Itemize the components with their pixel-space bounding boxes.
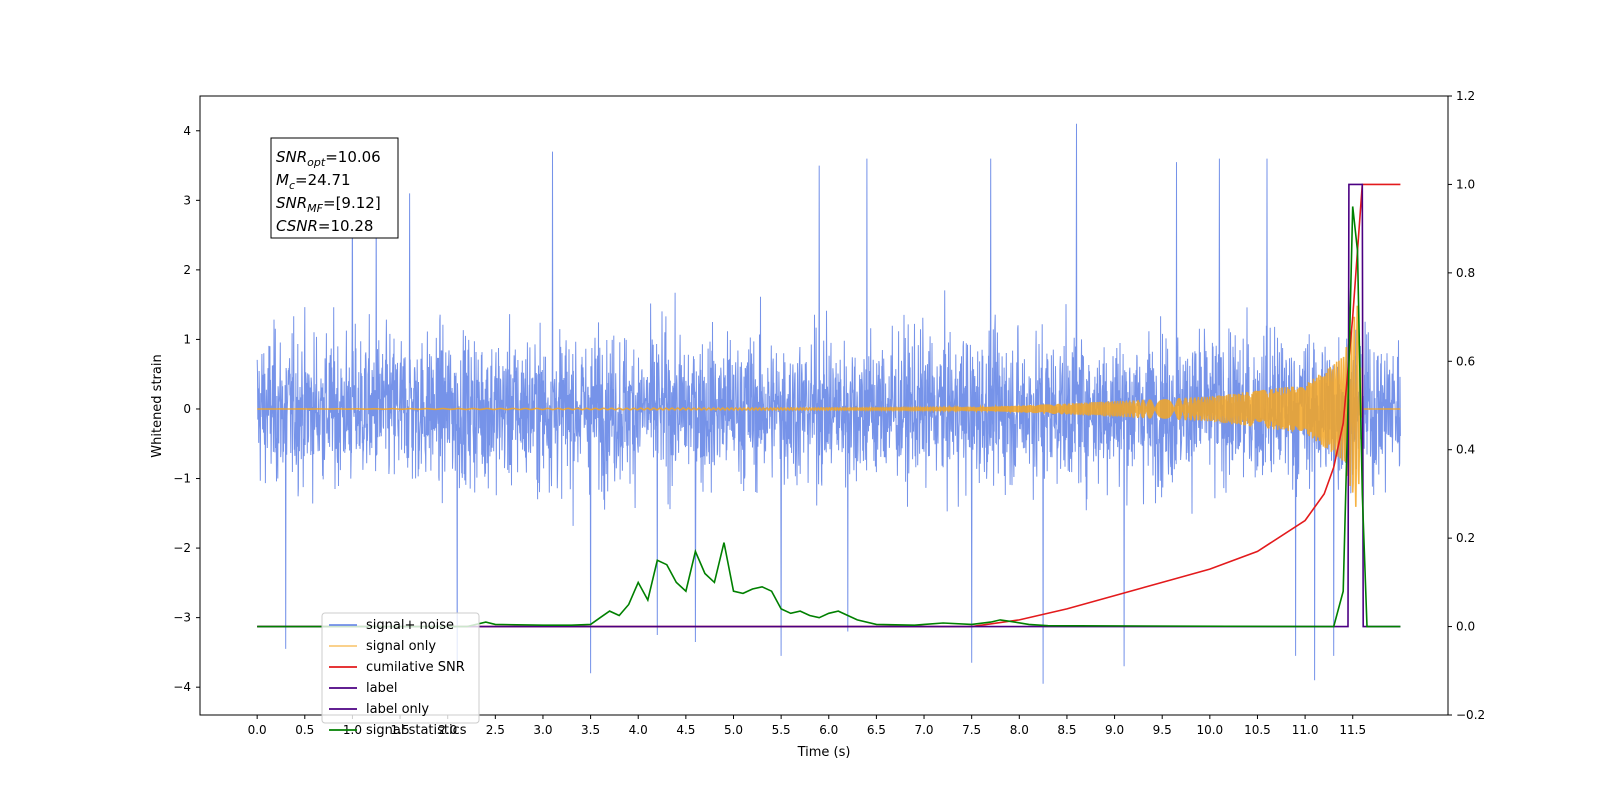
x-tick-label: 9.0 (1105, 723, 1124, 737)
series-line-5 (257, 206, 1401, 628)
y2-tick-label: 0.0 (1456, 620, 1475, 634)
x-tick-label: 7.0 (914, 723, 933, 737)
y-tick-label: −3 (173, 611, 191, 625)
x-tick-label: 3.5 (581, 723, 600, 737)
y-axis: −4 −3 −2 −1 0 1 2 3 4 (173, 124, 200, 694)
series-line-1 (257, 305, 1401, 507)
x-tick-label: 4.0 (629, 723, 648, 737)
x-tick-label: 7.5 (962, 723, 981, 737)
legend-label: signal only (366, 639, 436, 654)
y-tick-label: 3 (183, 193, 191, 207)
series-line-0 (256, 123, 1401, 684)
x-tick-label: 6.5 (867, 723, 886, 737)
x-tick-label: 10.0 (1196, 723, 1223, 737)
y2-tick-label: 0.8 (1456, 266, 1475, 280)
legend-label: cumilative SNR (366, 660, 465, 675)
y-tick-label: −4 (173, 680, 191, 694)
x-tick-label: 8.5 (1057, 723, 1076, 737)
x-tick-label: 0.5 (295, 723, 314, 737)
legend-label: signal statistics (366, 723, 467, 738)
annotation-line: Mc=24.71 (276, 171, 351, 192)
x-tick-label: 0.0 (248, 723, 267, 737)
annotation-line: SNRMF=[9.12] (276, 194, 381, 215)
x-tick-label: 2.0 (438, 723, 457, 737)
x-tick-label: 5.5 (772, 723, 791, 737)
x-tick-label: 9.5 (1153, 723, 1172, 737)
y2-tick-label: 0.6 (1456, 354, 1475, 368)
series-line-2 (257, 183, 1401, 628)
y-tick-label: −1 (173, 472, 191, 486)
x-tick-label: 4.5 (676, 723, 695, 737)
x-tick-label: 11.5 (1339, 723, 1366, 737)
legend-label: label (366, 681, 397, 696)
legend: signal+ noise signal only cumilative SNR la… (321, 612, 480, 738)
y-tick-label: −2 (173, 541, 191, 555)
series-layer (256, 123, 1401, 684)
legend-frame (321, 612, 480, 724)
plot-frame (199, 95, 1449, 716)
x-tick-label: 8.0 (1010, 723, 1029, 737)
y-tick-label: 2 (183, 263, 191, 277)
legend-label: label only (366, 702, 429, 717)
annotation-line: CSNR=10.28 (276, 217, 373, 235)
y2-tick-label: 0.2 (1456, 531, 1475, 545)
x-tick-label: 2.5 (486, 723, 505, 737)
y2-axis: −0.2 0.0 0.2 0.4 0.6 0.8 1.0 1.2 (1448, 89, 1485, 722)
x-tick-label: 10.5 (1244, 723, 1271, 737)
y2-tick-label: 1.2 (1456, 89, 1475, 103)
y-tick-label: 4 (183, 124, 191, 138)
x-tick-label: 11.0 (1292, 723, 1319, 737)
annotation-frame (270, 137, 399, 239)
y-tick-label: 1 (183, 332, 191, 346)
x-tick-label: 1.5 (391, 723, 410, 737)
y-tick-label: 0 (183, 402, 191, 416)
annotation-line: SNRopt=10.06 (276, 148, 381, 169)
x-tick-label: 5.0 (724, 723, 743, 737)
legend-label: signal+ noise (366, 618, 454, 633)
x-tick-label: 3.0 (533, 723, 552, 737)
y2-tick-label: 0.4 (1456, 443, 1475, 457)
x-tick-label: 6.0 (819, 723, 838, 737)
x-axis-label: Time (s) (797, 745, 851, 760)
y2-tick-label: −0.2 (1456, 708, 1485, 722)
y-axis-label: Whitened strain (150, 354, 165, 457)
x-axis: 0.0 0.5 1.0 1.5 2.0 2.5 3.0 3.5 4.0 4.5 5.0 5.5 6.0 6… (248, 715, 1366, 737)
y2-tick-label: 1.0 (1456, 177, 1475, 191)
